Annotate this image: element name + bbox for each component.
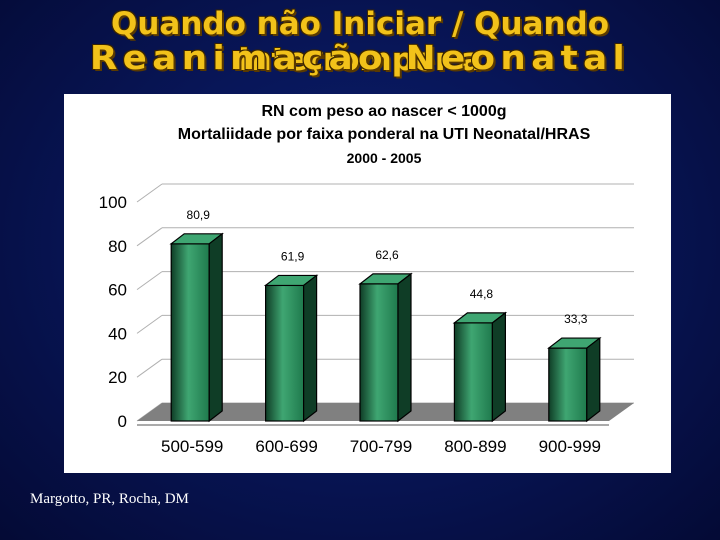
bar-side — [491, 311, 506, 423]
bar-side — [303, 274, 318, 423]
x-tick-label: 500-599 — [161, 437, 223, 456]
bar-front — [265, 284, 305, 422]
gridline-side — [136, 227, 163, 247]
gridline-side — [136, 358, 163, 378]
bar-front — [359, 283, 399, 422]
slide-title-line1: Quando não Iniciar / Quando Interromper … — [110, 6, 609, 78]
gridline-side — [136, 271, 163, 291]
bar-chart: RN com peso ao nascer < 1000g Mortaliida… — [99, 103, 634, 456]
gridline-side — [136, 183, 163, 203]
x-tick-label: 600-699 — [255, 437, 317, 456]
bar-side — [586, 336, 601, 423]
bar-front — [453, 322, 493, 422]
slide-title-line2: Reanimação Neonatal — [89, 38, 631, 77]
y-tick-label: 80 — [108, 237, 127, 256]
bar-side — [208, 232, 223, 423]
credit-text: Margotto, PR, Rocha, DM — [30, 491, 189, 507]
y-tick-label: 60 — [108, 281, 127, 300]
x-tick-label: 900-999 — [539, 437, 601, 456]
data-label: 61,9 — [281, 249, 305, 263]
data-label: 80,9 — [187, 208, 211, 222]
chart-title-line1: RN com peso ao nascer < 1000g — [262, 103, 507, 120]
chart-title-line3: 2000 - 2005 — [347, 150, 422, 166]
bar-side — [397, 272, 412, 423]
bar-front — [548, 347, 588, 422]
gridline-side — [136, 314, 163, 334]
chart-title-line2: Mortaliidade por faixa ponderal na UTI N… — [178, 126, 591, 143]
data-label: 44,8 — [470, 287, 494, 301]
bar-front — [170, 243, 210, 422]
y-tick-label: 20 — [108, 368, 127, 387]
y-tick-label: 40 — [108, 324, 127, 343]
y-tick-label: 0 — [118, 412, 127, 431]
y-tick-label: 100 — [99, 193, 127, 212]
x-tick-label: 700-799 — [350, 437, 412, 456]
chart-panel: RN com peso ao nascer < 1000g Mortaliida… — [64, 94, 671, 473]
x-tick-label: 800-899 — [444, 437, 506, 456]
data-label: 62,6 — [375, 248, 399, 262]
data-label: 33,3 — [564, 312, 588, 326]
